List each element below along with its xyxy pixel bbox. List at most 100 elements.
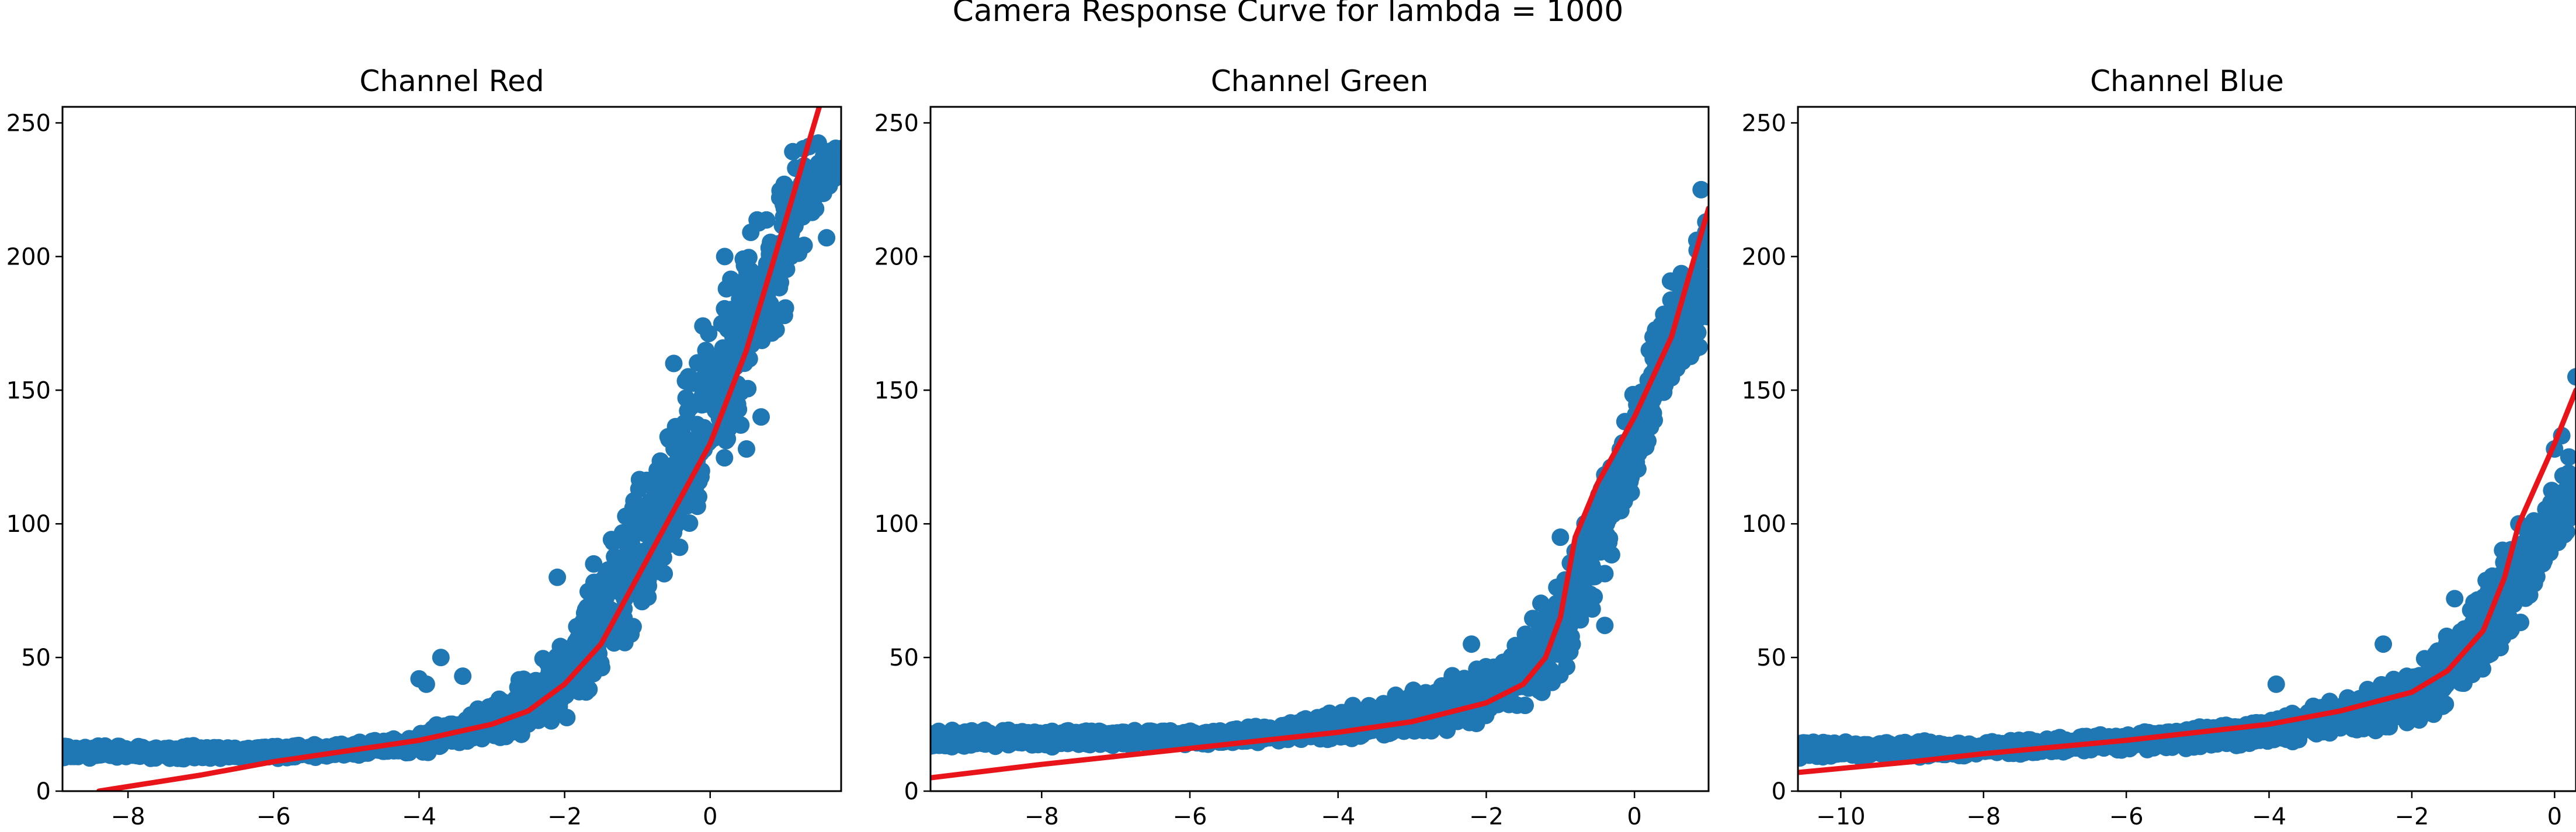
scatter-point (767, 271, 785, 290)
scatter-point (2453, 674, 2471, 692)
y-tick-label: 200 (6, 243, 51, 270)
scatter-point (2410, 711, 2428, 729)
scatter-point (1304, 717, 1322, 735)
scatter-point (596, 568, 615, 586)
scatter-point (716, 449, 734, 467)
scatter-point (658, 486, 676, 504)
y-tick-label: 100 (6, 511, 51, 538)
scatter-point-outlier (1692, 180, 1709, 199)
scatter-point-outlier (432, 649, 450, 667)
scatter-point (256, 738, 275, 756)
scatter-point (574, 612, 592, 631)
scatter-point (618, 535, 636, 553)
scatter-point (1531, 632, 1549, 650)
scatter-point (570, 680, 588, 698)
scatter-point (1558, 657, 1575, 676)
scatter-point (1582, 540, 1601, 558)
scatter-point (693, 396, 711, 414)
scatter-point (1422, 722, 1440, 740)
scatter-point-outlier (1596, 617, 1614, 635)
scatter-point-outlier (679, 368, 697, 386)
x-tick-label: −8 (111, 803, 145, 830)
scatter-point (717, 280, 735, 298)
scatter-point (679, 401, 697, 418)
y-tick-label: 50 (21, 645, 51, 671)
y-tick-label: 250 (6, 110, 51, 137)
scatter-point (827, 151, 841, 169)
scatter-point (794, 208, 811, 226)
scatter-series-red (63, 134, 841, 768)
scatter-point (763, 324, 781, 342)
scatter-point (1617, 464, 1635, 482)
scatter-point (173, 750, 191, 768)
scatter-point-outlier (818, 229, 836, 247)
scatter-point (676, 434, 694, 451)
scatter-point (1387, 686, 1405, 704)
scatter-series-blue (1798, 368, 2576, 767)
scatter-point (1494, 653, 1512, 671)
scatter-point (1561, 643, 1579, 661)
scatter-point (1676, 311, 1695, 329)
scatter-point (1516, 625, 1535, 643)
scatter-point (2554, 467, 2572, 485)
scatter-point (773, 256, 791, 274)
scatter-point (219, 740, 237, 758)
scatter-point (1148, 731, 1167, 749)
scatter-point (678, 497, 696, 515)
scatter-point (1477, 706, 1495, 725)
scatter-point-outlier (548, 568, 567, 586)
scatter-point-outlier (454, 667, 472, 685)
scatter-point (721, 341, 740, 359)
scatter-point (1635, 432, 1653, 450)
x-tick-label: −2 (1469, 803, 1504, 830)
scatter-point (1054, 724, 1072, 742)
scatter-point-outlier (716, 248, 734, 266)
x-tick-label: −4 (402, 803, 436, 830)
scatter-point (1405, 722, 1424, 740)
scatter-point (1672, 264, 1690, 283)
scatter-point (775, 307, 793, 325)
scatter-point (1542, 661, 1560, 679)
x-tick-label: 0 (703, 803, 717, 830)
response-curve-green (931, 206, 1709, 781)
scatter-point (784, 142, 802, 161)
scatter-point (117, 743, 135, 761)
scatter-point (732, 279, 751, 297)
scatter-point (551, 638, 570, 656)
scatter-point (984, 730, 1002, 749)
y-tick-label: 50 (889, 645, 919, 671)
scatter-point (558, 709, 576, 726)
axes-frame-red (61, 106, 842, 792)
y-tick-label: 0 (904, 778, 919, 805)
scatter-point (631, 583, 650, 601)
scatter-point (602, 531, 620, 549)
subplots: Channel Red−8 −6 −4 −2 0050100150200250Chann… (6, 64, 2576, 830)
x-tick-label: −2 (547, 803, 582, 830)
scatter-point (805, 199, 823, 216)
scatter-point (1471, 679, 1490, 697)
scatter-point (1126, 730, 1144, 749)
scatter-point (1689, 323, 1707, 342)
scatter-point (672, 511, 690, 530)
scatter-point-outlier (1551, 528, 1570, 546)
scatter-point (1442, 673, 1460, 691)
scatter-point (717, 431, 735, 450)
scatter-point (1656, 306, 1674, 324)
scatter-point (1082, 722, 1100, 740)
scatter-point (1192, 726, 1210, 744)
scatter-point (750, 214, 768, 232)
scatter-point (704, 375, 722, 393)
scatter-series-green (931, 180, 1709, 756)
scatter-point (616, 633, 634, 652)
scatter-point (799, 166, 817, 184)
scatter-point (1645, 411, 1663, 429)
scatter-point (1691, 308, 1709, 326)
axes-frame-green (929, 106, 1710, 792)
scatter-point (554, 661, 572, 679)
scatter-point (690, 422, 709, 440)
x-tick-label: 0 (1627, 803, 1641, 830)
scatter-point (495, 694, 513, 712)
